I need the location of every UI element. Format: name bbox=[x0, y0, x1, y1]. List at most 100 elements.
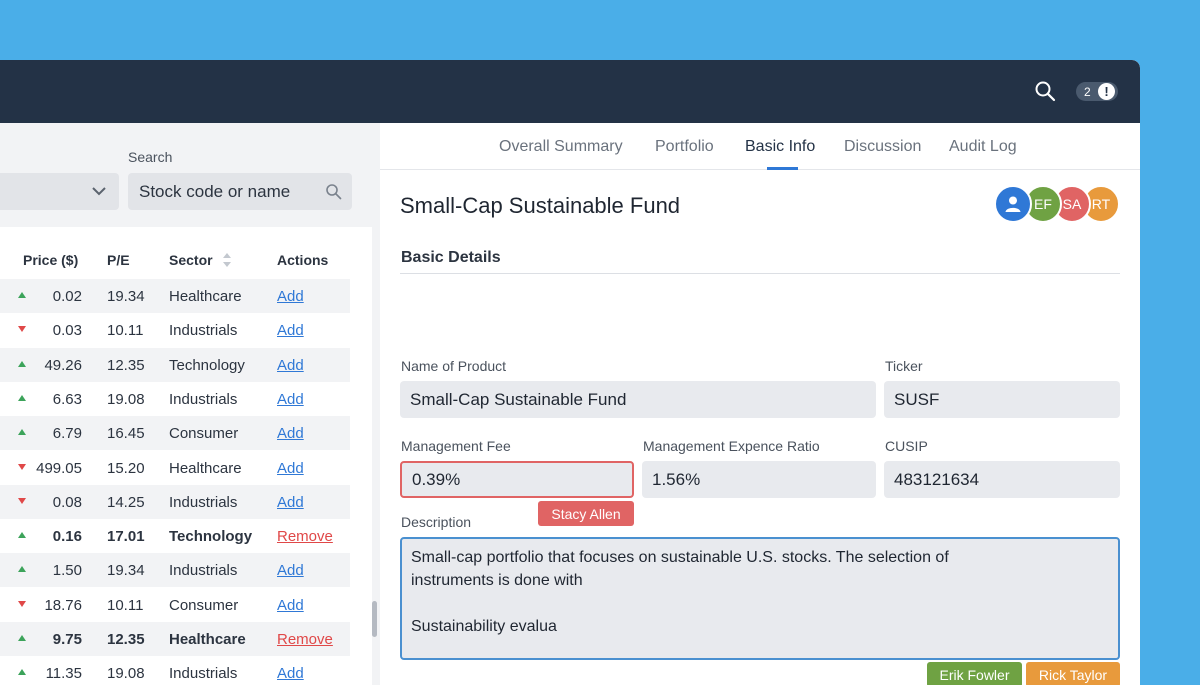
section-title: Basic Details bbox=[401, 249, 501, 266]
trend-up-icon bbox=[18, 394, 26, 401]
expense-ratio-field[interactable]: 1.56% bbox=[642, 461, 876, 498]
active-tab-indicator bbox=[767, 167, 798, 170]
tab-basic-info[interactable]: Basic Info bbox=[745, 138, 816, 155]
table-row: 6.63 19.08 Industrials Add bbox=[0, 382, 350, 416]
sector-cell: Healthcare bbox=[169, 631, 246, 648]
trend-up-icon bbox=[18, 635, 26, 641]
name-label: Name of Product bbox=[401, 358, 507, 374]
table-row: 0.03 10.11 Industrials Add bbox=[0, 313, 350, 347]
tab-portfolio[interactable]: Portfolio bbox=[655, 138, 714, 155]
sector-cell: Healthcare bbox=[169, 288, 242, 305]
trend-up-icon bbox=[18, 566, 26, 573]
remove-link[interactable]: Remove bbox=[277, 528, 333, 546]
pe-cell: 10.11 bbox=[107, 596, 144, 614]
price-cell: 499.05 bbox=[36, 459, 82, 477]
search-icon[interactable] bbox=[1034, 80, 1056, 102]
table-row: 9.75 12.35 Healthcare Remove bbox=[0, 622, 350, 656]
table-row: 499.05 15.20 Healthcare Add bbox=[0, 451, 350, 485]
pe-cell: 19.34 bbox=[107, 562, 145, 580]
column-pe[interactable]: P/E bbox=[107, 252, 130, 268]
cusip-label: CUSIP bbox=[885, 438, 928, 454]
price-cell: 0.02 bbox=[52, 288, 82, 305]
price-cell: 0.16 bbox=[52, 528, 82, 546]
sector-cell: Technology bbox=[169, 528, 253, 546]
add-link[interactable]: Add bbox=[277, 356, 304, 374]
fund-detail-panel: Overall Summary Portfolio Basic Info Dis… bbox=[380, 123, 1140, 685]
sector-cell: Healthcare bbox=[169, 459, 242, 477]
tab-overall-summary[interactable]: Overall Summary bbox=[499, 138, 623, 155]
price-cell: 6.79 bbox=[52, 425, 82, 443]
pe-cell: 19.08 bbox=[107, 665, 145, 683]
tab-audit-log[interactable]: Audit Log bbox=[949, 138, 1017, 155]
trend-down-icon bbox=[18, 600, 26, 607]
stock-table: Price ($) P/E Sector Actions 0.02 19.34 He… bbox=[0, 227, 372, 685]
add-link[interactable]: Add bbox=[277, 665, 304, 683]
add-link[interactable]: Add bbox=[277, 425, 304, 443]
filter-select[interactable] bbox=[0, 173, 119, 210]
description-label: Description bbox=[401, 514, 472, 530]
price-cell: 9.75 bbox=[52, 631, 82, 648]
pe-cell: 15.20 bbox=[107, 459, 145, 477]
sector-cell: Industrials bbox=[169, 493, 238, 511]
notification-badge[interactable]: 2 ! bbox=[1076, 82, 1118, 101]
alert-icon: ! bbox=[1098, 83, 1115, 100]
add-link[interactable]: Add bbox=[277, 493, 304, 511]
fee-label: Management Fee bbox=[401, 438, 511, 454]
column-sector[interactable]: Sector bbox=[169, 252, 213, 268]
name-field[interactable]: Small-Cap Sustainable Fund bbox=[400, 381, 876, 418]
editor-tag-rick-taylor: Rick Taylor bbox=[1026, 662, 1120, 685]
pe-cell: 19.34 bbox=[107, 288, 145, 305]
column-price[interactable]: Price ($) bbox=[23, 252, 79, 268]
pe-cell: 16.45 bbox=[107, 425, 145, 443]
price-cell: 1.50 bbox=[52, 562, 82, 580]
table-row: 6.79 16.45 Consumer Add bbox=[0, 416, 350, 451]
table-row: 0.16 17.01 Technology Remove bbox=[0, 519, 350, 553]
trend-down-icon bbox=[18, 497, 26, 504]
tab-discussion[interactable]: Discussion bbox=[844, 138, 922, 155]
pe-cell: 12.35 bbox=[107, 356, 145, 374]
pe-cell: 17.01 bbox=[107, 528, 145, 546]
scrollbar-thumb[interactable] bbox=[372, 601, 377, 637]
sort-icon[interactable] bbox=[222, 252, 232, 268]
trend-up-icon bbox=[18, 532, 26, 539]
add-link[interactable]: Add bbox=[277, 322, 304, 340]
trend-down-icon bbox=[18, 463, 26, 470]
remove-link[interactable]: Remove bbox=[277, 631, 333, 648]
add-link[interactable]: Add bbox=[277, 596, 304, 614]
sector-cell: Technology bbox=[169, 356, 245, 374]
price-cell: 11.35 bbox=[45, 665, 82, 683]
editor-tag-erik-fowler: Erik Fowler bbox=[927, 662, 1022, 685]
add-link[interactable]: Add bbox=[277, 459, 304, 477]
trend-down-icon bbox=[18, 326, 26, 333]
cusip-field[interactable]: 483121634 bbox=[884, 461, 1120, 498]
description-textarea[interactable]: Small-cap portfolio that focuses on sust… bbox=[400, 537, 1120, 660]
chevron-down-icon bbox=[92, 187, 106, 196]
add-link[interactable]: Add bbox=[277, 562, 304, 580]
add-link[interactable]: Add bbox=[277, 288, 304, 305]
ticker-label: Ticker bbox=[885, 358, 923, 374]
pe-cell: 19.08 bbox=[107, 390, 145, 408]
table-row: 1.50 19.34 Industrials Add bbox=[0, 553, 350, 588]
avatar-sa[interactable]: SA bbox=[1053, 185, 1091, 223]
price-cell: 6.63 bbox=[52, 390, 82, 408]
table-row: 49.26 12.35 Technology Add bbox=[0, 347, 350, 382]
ticker-field[interactable]: SUSF bbox=[884, 381, 1120, 418]
sector-cell: Consumer bbox=[169, 425, 239, 443]
table-header: Price ($) P/E Sector Actions bbox=[0, 227, 372, 279]
page-title: Small-Cap Sustainable Fund bbox=[400, 193, 681, 218]
price-cell: 0.03 bbox=[52, 322, 82, 340]
pe-cell: 14.25 bbox=[107, 493, 145, 511]
add-link[interactable]: Add bbox=[277, 390, 304, 408]
editor-tag-stacy-allen: Stacy Allen bbox=[538, 501, 634, 526]
management-fee-field[interactable]: 0.39% bbox=[400, 461, 634, 498]
table-row: 0.08 14.25 Industrials Add bbox=[0, 484, 350, 519]
search-placeholder: Stock code or name bbox=[139, 181, 291, 201]
search-input[interactable]: Stock code or name bbox=[128, 173, 352, 210]
section-divider bbox=[400, 273, 1120, 274]
ratio-label: Management Expence Ratio bbox=[643, 438, 820, 454]
search-icon bbox=[326, 184, 342, 200]
avatar-current-user[interactable] bbox=[994, 185, 1032, 223]
collaborator-avatars: EF SA RT bbox=[994, 185, 1124, 225]
price-cell: 0.08 bbox=[52, 493, 82, 511]
app-window: 2 ! Search Stock code or name Price ($) … bbox=[0, 60, 1140, 685]
